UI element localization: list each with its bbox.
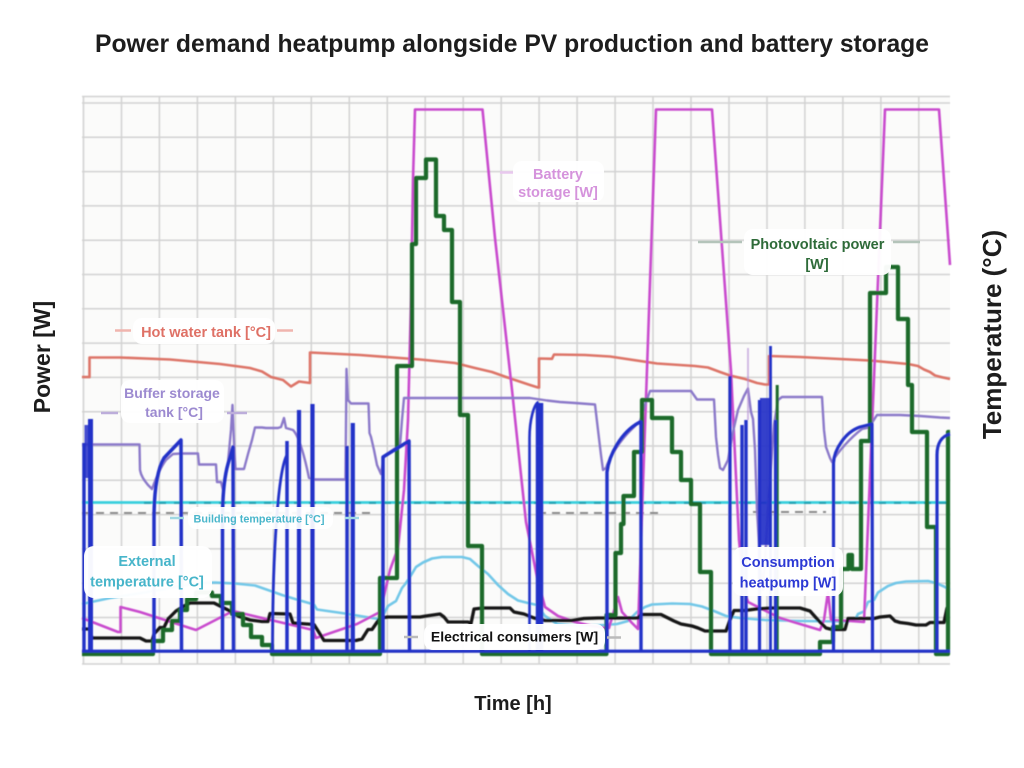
svg-text:heatpump [W]: heatpump [W] — [740, 576, 837, 592]
svg-text:tank [°C]: tank [°C] — [145, 404, 203, 420]
svg-text:Buffer storage: Buffer storage — [124, 385, 220, 401]
svg-text:Temperature (°C): Temperature (°C) — [977, 230, 1007, 439]
svg-text:External: External — [118, 554, 175, 570]
svg-text:Photovoltaic power: Photovoltaic power — [751, 237, 885, 253]
svg-text:temperature [°C]: temperature [°C] — [90, 575, 204, 591]
svg-text:storage [W]: storage [W] — [518, 185, 598, 201]
svg-text:Hot water tank [°C]: Hot water tank [°C] — [141, 325, 271, 341]
svg-text:Battery: Battery — [533, 167, 583, 183]
svg-text:Time [h]: Time [h] — [474, 693, 551, 715]
svg-text:Power [W]: Power [W] — [29, 301, 55, 413]
svg-text:Power demand heatpump alongsid: Power demand heatpump alongside PV produ… — [95, 31, 929, 58]
svg-text:Electrical consumers [W]: Electrical consumers [W] — [431, 629, 598, 645]
svg-text:[W]: [W] — [805, 257, 829, 273]
svg-text:Consumption: Consumption — [741, 555, 834, 571]
svg-text:Building temperature [°C]: Building temperature [°C] — [194, 514, 325, 526]
